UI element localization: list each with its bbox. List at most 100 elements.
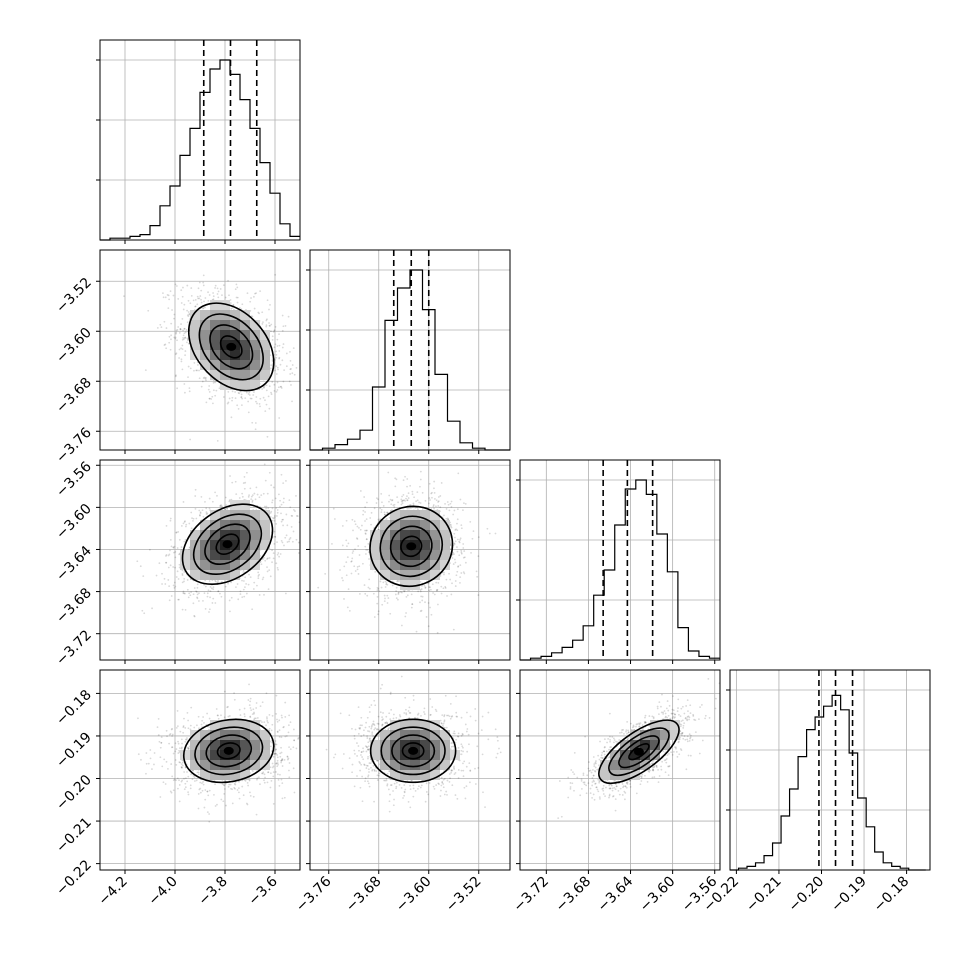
scatter-point [266,720,269,722]
density-cell [410,530,420,540]
scatter-point [175,332,177,335]
scatter-point [231,307,234,309]
density-cell [230,320,240,330]
scatter-point [214,491,216,494]
scatter-point [384,513,386,516]
scatter-point [144,369,147,372]
scatter-point [389,612,392,615]
density-cell [200,530,210,540]
scatter-point [283,796,286,799]
scatter-point [228,599,231,602]
scatter-point [287,731,290,734]
scatter-point [181,338,184,341]
scatter-point [170,791,173,794]
scatter-point [383,511,386,514]
scatter-point [268,308,270,311]
scatter-point [446,517,449,520]
scatter-point [249,697,252,700]
density-cell [200,560,210,570]
scatter-point [377,613,380,616]
density-cell [230,330,240,340]
scatter-point [182,725,185,727]
scatter-point [427,625,430,628]
scatter-point [295,515,298,517]
scatter-point [273,383,276,386]
scatter-point [415,500,418,503]
scatter-point [291,540,294,543]
scatter-point [264,399,266,402]
scatter-point [452,563,455,565]
scatter-point [222,800,225,803]
scatter-point [443,573,445,576]
scatter-point [230,307,233,310]
scatter-point [175,531,178,534]
scatter-point [430,492,433,495]
scatter-point [160,326,163,329]
scatter-point [423,584,426,587]
scatter-point [358,565,361,568]
scatter-point [406,594,409,597]
scatter-point [211,602,214,604]
scatter-point [272,486,275,489]
scatter-point [224,585,227,588]
scatter-point [194,488,197,491]
scatter-point [172,566,175,568]
scatter-point [173,313,176,316]
scatter-point [149,548,151,551]
scatter-point [276,553,279,556]
scatter-point [174,353,177,356]
scatter-point [206,592,209,595]
scatter-point [246,292,249,295]
scatter-point [181,344,184,347]
scatter-point [395,478,398,481]
scatter-point [236,296,239,299]
scatter-point [451,553,454,556]
scatter-point [406,478,409,480]
scatter-point [184,538,187,541]
scatter-point [273,519,276,522]
scatter-point [227,390,230,393]
scatter-point [281,797,284,800]
scatter-point [234,480,237,483]
scatter-point [200,289,203,292]
scatter-point [420,595,423,598]
scatter-point [198,509,201,512]
density-cell [230,310,240,320]
scatter-point [350,572,353,575]
scatter-point [277,386,280,389]
scatter-point [263,386,265,388]
density-cell [410,560,420,570]
scatter-point [183,717,185,720]
scatter-point [258,594,261,596]
density-cell [260,510,270,520]
scatter-point [168,335,171,338]
scatter-point [376,586,379,589]
scatter-point [377,518,380,521]
density-cell [220,350,230,360]
scatter-point [252,588,255,590]
scatter-point [298,552,300,554]
scatter-point [380,586,383,589]
scatter-point [368,578,371,581]
density-cell [250,320,260,330]
scatter-point [244,481,247,484]
scatter-point [248,779,251,782]
density-cell [180,560,190,570]
scatter-point [364,533,367,535]
scatter-point [278,555,280,558]
scatter-point [429,588,432,591]
density-cell [250,530,260,540]
scatter-point [243,487,246,490]
scatter-point [289,506,292,509]
scatter-point [289,350,291,353]
scatter-point [143,612,146,615]
scatter-point [235,283,238,286]
scatter-point [402,499,404,502]
scatter-point [229,299,232,301]
scatter-point [281,757,284,760]
scatter-point [375,497,378,500]
scatter-point [182,501,185,503]
scatter-point [476,575,479,578]
scatter-point [405,497,407,500]
density-cell [230,380,240,390]
